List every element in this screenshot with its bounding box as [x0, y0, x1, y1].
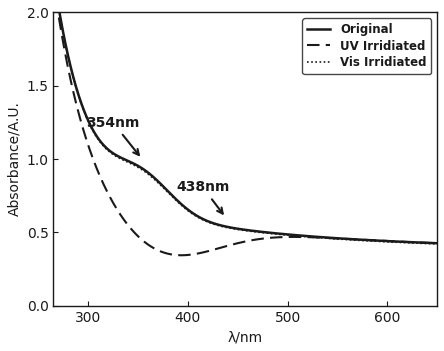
Legend: Original, UV Irridiated, Vis Irridiated: Original, UV Irridiated, Vis Irridiated	[302, 18, 431, 74]
Vis Irridiated	[70, 74, 75, 79]
UV Irridiated	[353, 237, 358, 241]
Text: 438nm: 438nm	[176, 180, 230, 214]
Original	[423, 241, 428, 245]
Vis Irridiated	[227, 226, 232, 230]
Vis Irridiated	[423, 241, 428, 246]
Line: Vis Irridiated: Vis Irridiated	[53, 0, 437, 244]
UV Irridiated	[238, 240, 243, 245]
Line: Original: Original	[53, 0, 437, 243]
Vis Irridiated	[434, 242, 440, 246]
X-axis label: λ/nm: λ/nm	[228, 330, 263, 344]
Vis Irridiated	[353, 238, 358, 242]
Original	[423, 241, 428, 245]
UV Irridiated	[423, 241, 428, 245]
UV Irridiated	[179, 253, 184, 257]
UV Irridiated	[424, 241, 429, 245]
Text: 354nm: 354nm	[87, 116, 140, 155]
Original	[353, 237, 358, 241]
Vis Irridiated	[237, 228, 242, 232]
Original	[227, 225, 232, 230]
UV Irridiated	[70, 88, 75, 92]
Line: UV Irridiated: UV Irridiated	[53, 0, 437, 255]
Y-axis label: Absorbance/A.U.: Absorbance/A.U.	[7, 101, 21, 217]
UV Irridiated	[434, 241, 440, 245]
Original	[237, 227, 242, 231]
Original	[434, 241, 440, 245]
Original	[70, 74, 75, 78]
UV Irridiated	[227, 243, 233, 247]
Vis Irridiated	[423, 241, 428, 246]
